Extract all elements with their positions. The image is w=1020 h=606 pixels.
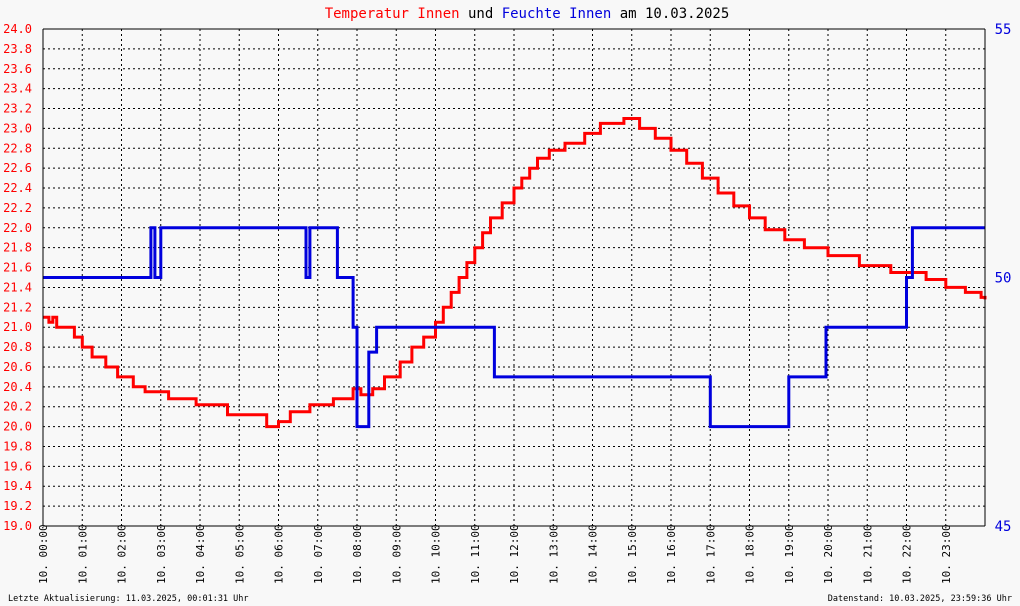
left-tick-label: 19.0 bbox=[3, 519, 32, 533]
left-tick-label: 21.4 bbox=[3, 280, 32, 294]
chart-title: Temperatur Innen und Feuchte Innen am 10… bbox=[325, 6, 730, 22]
temperature-series-line bbox=[43, 117, 987, 429]
x-tick-label: 10. 13:00 bbox=[547, 524, 560, 584]
x-tick-label: 10. 14:00 bbox=[587, 524, 600, 584]
x-tick-label: 10. 01:00 bbox=[76, 524, 89, 584]
left-tick-label: 22.2 bbox=[3, 201, 32, 215]
left-tick-label: 24.0 bbox=[3, 22, 32, 36]
right-axis-tick-labels: 45 50 55 bbox=[995, 22, 1012, 535]
x-tick-label: 10. 03:00 bbox=[155, 524, 168, 584]
x-tick-label: 10. 21:00 bbox=[861, 524, 874, 584]
left-tick-label: 21.2 bbox=[3, 300, 32, 314]
x-tick-label: 10. 18:00 bbox=[744, 524, 757, 584]
left-axis-tick-labels: 19.0 19.2 19.4 19.6 19.8 20.0 20.2 20.4 20.6 20.8… bbox=[3, 22, 32, 533]
left-tick-label: 23.6 bbox=[3, 62, 32, 76]
left-tick-label: 23.0 bbox=[3, 121, 32, 135]
left-tick-label: 21.6 bbox=[3, 261, 32, 275]
left-tick-label: 19.8 bbox=[3, 439, 32, 453]
x-tick-label: 10. 20:00 bbox=[822, 524, 835, 584]
x-axis-tick-labels: 10. 00:00 10. 01:00 10. 02:00 10. 03:00 10. … bbox=[37, 524, 953, 584]
x-tick-label: 10. 05:00 bbox=[233, 524, 246, 584]
x-tick-label: 10. 15:00 bbox=[626, 524, 639, 584]
x-tick-label: 10. 06:00 bbox=[273, 524, 286, 584]
x-tick-label: 10. 02:00 bbox=[116, 524, 129, 584]
left-tick-label: 20.6 bbox=[3, 360, 32, 374]
left-tick-label: 23.2 bbox=[3, 102, 32, 116]
title-temperature: Temperatur Innen bbox=[325, 6, 460, 22]
series-lines bbox=[43, 117, 987, 429]
humidity-series-line bbox=[43, 226, 985, 429]
left-tick-label: 23.8 bbox=[3, 42, 32, 56]
x-tick-label: 10. 16:00 bbox=[665, 524, 678, 584]
left-tick-label: 22.0 bbox=[3, 221, 32, 235]
x-tick-label: 10. 08:00 bbox=[351, 524, 364, 584]
left-tick-label: 19.2 bbox=[3, 499, 32, 513]
left-tick-label: 20.0 bbox=[3, 420, 32, 434]
right-tick-label: 50 bbox=[995, 271, 1012, 287]
grid-lines bbox=[43, 29, 985, 526]
x-tick-label: 10. 10:00 bbox=[430, 524, 443, 584]
x-tick-label: 10. 22:00 bbox=[901, 524, 914, 584]
x-tick-label: 10. 23:00 bbox=[940, 524, 953, 584]
x-tick-label: 10. 17:00 bbox=[704, 524, 717, 584]
x-tick-label: 10. 09:00 bbox=[390, 524, 403, 584]
left-tick-label: 22.8 bbox=[3, 141, 32, 155]
left-tick-label: 22.6 bbox=[3, 161, 32, 175]
x-tick-label: 10. 11:00 bbox=[469, 524, 482, 584]
right-tick-label: 45 bbox=[995, 519, 1012, 535]
left-tick-label: 23.4 bbox=[3, 82, 32, 96]
footer-data-state: Datenstand: 10.03.2025, 23:59:36 Uhr bbox=[828, 594, 1012, 604]
x-tick-label: 10. 19:00 bbox=[783, 524, 796, 584]
x-tick-label: 10. 07:00 bbox=[312, 524, 325, 584]
footer-last-update: Letzte Aktualisierung: 11.03.2025, 00:01… bbox=[8, 594, 249, 604]
left-tick-label: 21.8 bbox=[3, 241, 32, 255]
left-tick-label: 19.6 bbox=[3, 459, 32, 473]
left-tick-label: 20.8 bbox=[3, 340, 32, 354]
left-tick-label: 21.0 bbox=[3, 320, 32, 334]
right-tick-label: 55 bbox=[995, 22, 1012, 38]
title-and: und bbox=[460, 6, 502, 22]
left-tick-label: 20.4 bbox=[3, 380, 32, 394]
left-tick-label: 22.4 bbox=[3, 181, 32, 195]
x-tick-label: 10. 12:00 bbox=[508, 524, 521, 584]
title-humidity: Feuchte Innen bbox=[502, 6, 612, 22]
axes bbox=[42, 28, 986, 527]
title-date: am 10.03.2025 bbox=[611, 6, 729, 22]
left-tick-label: 20.2 bbox=[3, 400, 32, 414]
x-tick-label: 10. 00:00 bbox=[37, 524, 50, 584]
x-tick-label: 10. 04:00 bbox=[194, 524, 207, 584]
left-tick-label: 19.4 bbox=[3, 479, 32, 493]
